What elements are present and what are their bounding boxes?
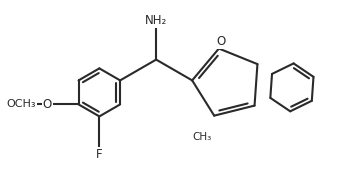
Text: F: F — [96, 148, 103, 161]
Text: NH₂: NH₂ — [145, 14, 167, 27]
Text: CH₃: CH₃ — [192, 132, 211, 142]
Text: O: O — [216, 35, 225, 48]
Text: OCH₃: OCH₃ — [6, 99, 36, 109]
Text: O: O — [43, 98, 52, 111]
